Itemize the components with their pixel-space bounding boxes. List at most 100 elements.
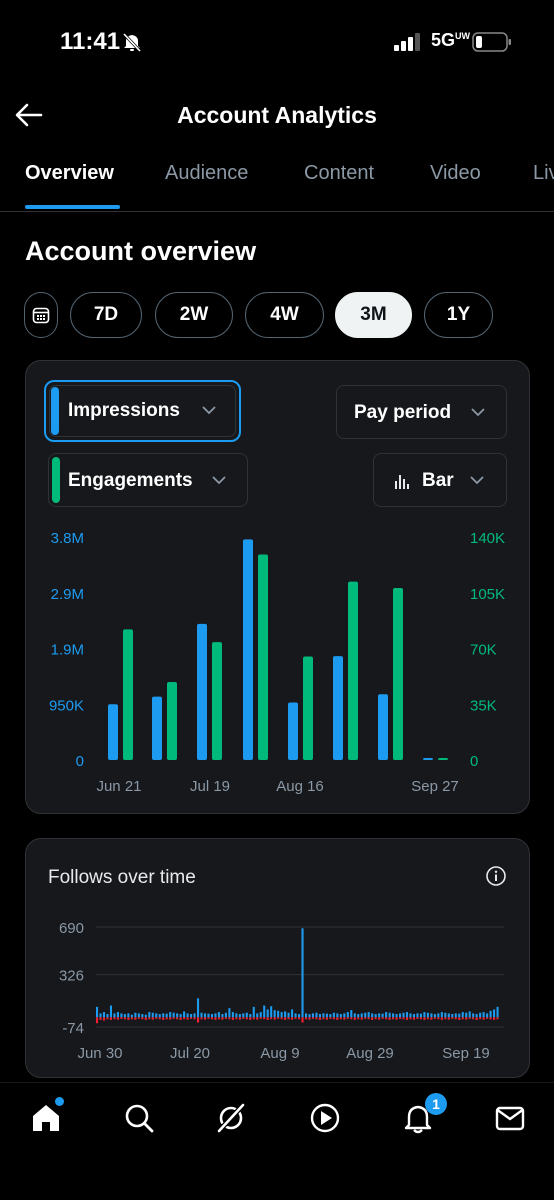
- follows-bar: [353, 1013, 356, 1018]
- follows-bar: [388, 1012, 391, 1018]
- follows-bar: [451, 1014, 454, 1018]
- y-right-tick-label: 70K: [470, 642, 497, 659]
- follows-bar: [259, 1012, 262, 1018]
- follows-bar: [419, 1013, 422, 1018]
- follows-bar: [207, 1013, 210, 1018]
- search-icon[interactable]: [122, 1101, 156, 1135]
- follows-card: Follows over time 690 326 -74 Jun 30 Jul 20 A…: [25, 838, 530, 1078]
- tab-audience[interactable]: Audience: [165, 162, 249, 184]
- tab-live[interactable]: Live: [533, 162, 554, 184]
- unfollows-bar: [395, 1017, 398, 1020]
- unfollows-bar: [120, 1017, 123, 1019]
- unfollows-bar: [374, 1017, 377, 1020]
- follows-bar: [325, 1013, 328, 1018]
- status-time: 11:41: [60, 28, 121, 55]
- follows-bar: [454, 1013, 457, 1018]
- video-play-icon[interactable]: [308, 1101, 342, 1135]
- unfollows-bar: [96, 1017, 99, 1024]
- x-tick-label: Sep 19: [442, 1045, 490, 1062]
- unfollows-bar: [190, 1017, 193, 1019]
- follows-bar: [141, 1014, 144, 1018]
- metric2-dropdown[interactable]: Engagements: [48, 453, 248, 507]
- y-left-tick-label: 950K: [49, 697, 84, 714]
- follows-bar: [322, 1013, 325, 1018]
- y-left-tick-label: 2.9M: [51, 586, 84, 603]
- unfollows-bar: [402, 1017, 405, 1020]
- tab-content[interactable]: Content: [304, 162, 375, 184]
- metric1-dropdown[interactable]: Impressions: [44, 380, 241, 442]
- engagements-bar: [212, 642, 222, 760]
- follows-bar: [350, 1010, 353, 1018]
- unfollows-bar: [210, 1017, 214, 1020]
- follows-bar: [374, 1014, 377, 1018]
- chevron-down-icon: [470, 476, 484, 485]
- calendar-button[interactable]: [24, 292, 58, 338]
- unfollows-bar: [113, 1017, 116, 1020]
- unfollows-bar: [144, 1017, 147, 1020]
- metric2-color-swatch: [52, 457, 60, 503]
- header: Account Analytics: [0, 92, 554, 138]
- range-3m-button[interactable]: 3M: [335, 292, 412, 338]
- follows-bar: [416, 1013, 419, 1018]
- follows-bar: [231, 1012, 234, 1018]
- follows-bar: [256, 1013, 259, 1018]
- info-icon[interactable]: [485, 865, 507, 887]
- follows-bar: [210, 1014, 214, 1018]
- follows-bar: [294, 1013, 297, 1018]
- y-right-tick-label: 105K: [470, 586, 505, 603]
- follows-bar: [134, 1012, 137, 1018]
- back-arrow-icon[interactable]: [14, 102, 44, 128]
- unfollows-bar: [458, 1017, 461, 1020]
- follows-bar: [280, 1012, 283, 1018]
- y-right-tick-label: 35K: [470, 697, 497, 714]
- follows-bar: [165, 1013, 168, 1018]
- follows-bar: [465, 1012, 468, 1018]
- unfollows-bar: [228, 1017, 231, 1020]
- range-1y-button[interactable]: 1Y: [424, 292, 493, 338]
- range-7d-button[interactable]: 7D: [70, 292, 142, 338]
- y-tick-label: 326: [59, 968, 84, 985]
- battery-icon: [472, 32, 511, 52]
- grok-icon[interactable]: [214, 1101, 248, 1135]
- unfollows-bar: [291, 1017, 294, 1020]
- unfollows-bar: [489, 1017, 492, 1020]
- unfollows-bar: [214, 1017, 217, 1020]
- bar-chart-icon: [395, 475, 409, 489]
- messages-icon[interactable]: [493, 1101, 527, 1135]
- unfollows-bar: [461, 1017, 464, 1020]
- unfollows-bar: [378, 1017, 381, 1020]
- follows-bar: [148, 1012, 151, 1018]
- follows-bar: [242, 1013, 245, 1018]
- follows-bar: [468, 1011, 471, 1018]
- unfollows-bar: [318, 1017, 321, 1020]
- unfollows-bar: [479, 1017, 482, 1020]
- tab-overview[interactable]: Overview: [25, 162, 114, 184]
- range-4w-button[interactable]: 4W: [245, 292, 324, 338]
- unfollows-bar: [437, 1017, 440, 1020]
- unfollows-bar: [151, 1017, 154, 1020]
- unfollows-bar: [301, 1017, 304, 1023]
- follows-bar: [479, 1012, 482, 1018]
- follows-bar: [489, 1010, 492, 1018]
- engagements-bar: [393, 587, 403, 760]
- home-icon[interactable]: [29, 1101, 63, 1135]
- follows-bar: [277, 1010, 280, 1018]
- follows-bar: [364, 1012, 367, 1018]
- follows-bar: [179, 1014, 182, 1018]
- unfollows-bar: [423, 1017, 426, 1020]
- range-2w-button[interactable]: 2W: [155, 292, 233, 338]
- unfollows-bar: [332, 1017, 335, 1020]
- section-title: Account overview: [25, 236, 257, 266]
- notifications-bell-icon[interactable]: [401, 1101, 435, 1135]
- unfollows-bar: [169, 1017, 172, 1020]
- follows-bar: [109, 1005, 113, 1018]
- period-dropdown[interactable]: Pay period: [336, 385, 507, 439]
- x-tick-label: Aug 29: [346, 1045, 394, 1062]
- x-tick-label: Jun 30: [77, 1045, 122, 1062]
- impressions-bar: [197, 623, 207, 760]
- follows-bar: [176, 1013, 179, 1018]
- unfollows-bar: [454, 1017, 457, 1020]
- tab-video[interactable]: Video: [430, 162, 481, 184]
- chart-type-dropdown[interactable]: Bar: [373, 453, 507, 507]
- follows-bar: [423, 1012, 426, 1018]
